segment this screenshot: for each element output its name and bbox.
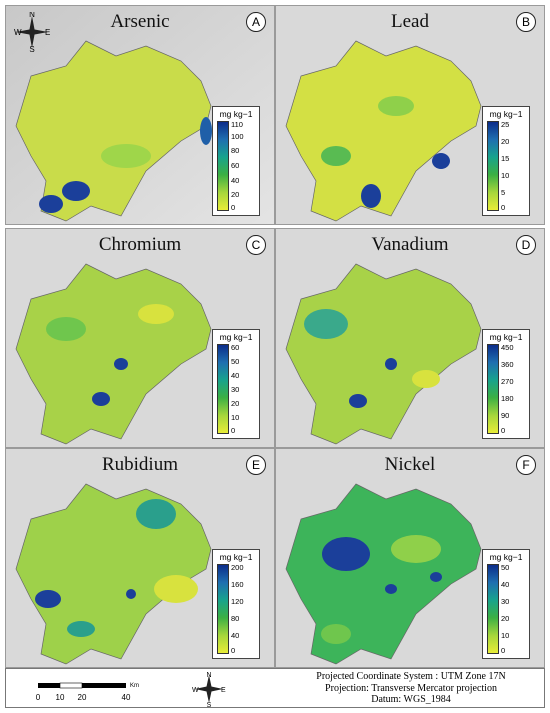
scale-label: 40 [122, 693, 131, 702]
study-area-boundary [285, 263, 482, 445]
legend-tick: 20 [231, 399, 240, 408]
projection-line: Datum: WGS_1984 [371, 694, 451, 705]
legend-tick: 10 [501, 631, 510, 640]
legend-tick: 30 [231, 385, 240, 394]
legend-tick: 120 [231, 597, 244, 606]
legend-tick: 200 [231, 563, 244, 572]
color-legend: mg kg−1 25 20 15 10 5 0 [482, 106, 530, 216]
legend-tick: 0 [501, 646, 506, 655]
projection-line: Projected Coordinate System : UTM Zone 1… [316, 671, 506, 682]
map-panel-arsenic: Arsenic A mg kg−1 110 100 80 60 40 20 0 … [5, 5, 275, 225]
legend-tick: 110 [231, 120, 243, 129]
legend-tick: 25 [501, 120, 510, 129]
legend-tick: 270 [501, 377, 514, 386]
legend-tick: 90 [501, 411, 510, 420]
panel-letter: A [246, 12, 266, 32]
legend-tick: 180 [501, 394, 514, 403]
legend-tick: 0 [501, 203, 506, 212]
color-legend: mg kg−1 60 50 40 30 20 10 0 [212, 329, 260, 439]
legend-tick: 0 [231, 646, 236, 655]
map-panel-nickel: Nickel F mg kg−1 50 40 30 20 10 0 [275, 448, 545, 668]
projection-info: Projected Coordinate System : UTM Zone 1… [276, 671, 546, 706]
legend-colorbar [487, 564, 499, 654]
legend-colorbar [487, 344, 499, 434]
panel-letter: D [516, 235, 536, 255]
legend-tick: 30 [501, 597, 510, 606]
legend-tick: 0 [231, 203, 236, 212]
legend-colorbar [487, 121, 499, 211]
legend-tick: 10 [501, 171, 510, 180]
legend-tick: 100 [231, 132, 244, 141]
panel-letter: C [246, 235, 266, 255]
map-footer: 0 10 20 40 Km N S W E Projected Coordina… [5, 668, 545, 708]
legend-tick: 160 [231, 580, 244, 589]
legend-unit: mg kg−1 [489, 552, 523, 562]
study-area-boundary [15, 40, 212, 222]
legend-tick: 20 [501, 614, 510, 623]
map-panel-vanadium: Vanadium D mg kg−1 450 360 270 180 90 0 [275, 228, 545, 448]
scale-unit: Km [130, 683, 139, 689]
legend-tick: 60 [231, 161, 240, 170]
legend-colorbar [217, 121, 229, 211]
legend-tick: 80 [231, 614, 240, 623]
study-area-boundary [285, 40, 482, 222]
legend-tick: 15 [501, 154, 510, 163]
map-panel-lead: Lead B mg kg−1 25 20 15 10 5 0 [275, 5, 545, 225]
color-legend: mg kg−1 50 40 30 20 10 0 [482, 549, 530, 659]
legend-tick: 40 [231, 631, 240, 640]
legend-tick: 10 [231, 413, 240, 422]
compass-rose-icon: N S W E [14, 12, 50, 52]
legend-tick: 5 [501, 188, 506, 197]
compass-n: N [29, 12, 35, 19]
legend-tick: 40 [501, 580, 510, 589]
legend-unit: mg kg−1 [219, 332, 253, 342]
legend-tick: 80 [231, 146, 240, 155]
legend-tick: 450 [501, 343, 514, 352]
legend-tick: 40 [231, 371, 240, 380]
color-legend: mg kg−1 450 360 270 180 90 0 [482, 329, 530, 439]
compass-w: W [14, 28, 22, 37]
map-panel-rubidium: Rubidium E mg kg−1 200 160 120 80 40 0 [5, 448, 275, 668]
compass-e: E [221, 687, 226, 694]
legend-unit: mg kg−1 [219, 552, 253, 562]
panel-letter: B [516, 12, 536, 32]
legend-tick: 20 [501, 137, 510, 146]
color-legend: mg kg−1 110 100 80 60 40 20 0 [212, 106, 260, 216]
legend-tick: 0 [501, 426, 506, 435]
legend-colorbar [217, 564, 229, 654]
legend-tick: 0 [231, 426, 236, 435]
legend-unit: mg kg−1 [219, 109, 253, 119]
legend-tick: 60 [231, 343, 240, 352]
scale-label: 0 [36, 693, 41, 702]
scale-label: 20 [78, 693, 87, 702]
compass-e: E [45, 28, 50, 37]
scale-bar: 0 10 20 40 Km [36, 682, 139, 702]
map-canvas [276, 449, 544, 667]
compass-s: S [207, 702, 212, 707]
compass-n: N [206, 672, 211, 679]
compass-rose-icon: N S W E [192, 672, 226, 707]
legend-unit: mg kg−1 [489, 109, 523, 119]
projection-line: Projection: Transverse Mercator projecti… [325, 682, 497, 694]
map-panel-chromium: Chromium C mg kg−1 60 50 40 30 20 10 0 [5, 228, 275, 448]
legend-colorbar [217, 344, 229, 434]
legend-tick: 50 [231, 357, 240, 366]
scale-label: 10 [56, 693, 65, 702]
legend-unit: mg kg−1 [489, 332, 523, 342]
legend-tick: 40 [231, 176, 240, 185]
study-area-boundary [285, 483, 482, 665]
panel-letter: F [516, 455, 536, 475]
color-legend: mg kg−1 200 160 120 80 40 0 [212, 549, 260, 659]
legend-tick: 50 [501, 563, 510, 572]
compass-s: S [29, 45, 34, 52]
legend-tick: 20 [231, 190, 240, 199]
legend-tick: 360 [501, 360, 514, 369]
compass-w: W [192, 687, 199, 694]
panel-letter: E [246, 455, 266, 475]
